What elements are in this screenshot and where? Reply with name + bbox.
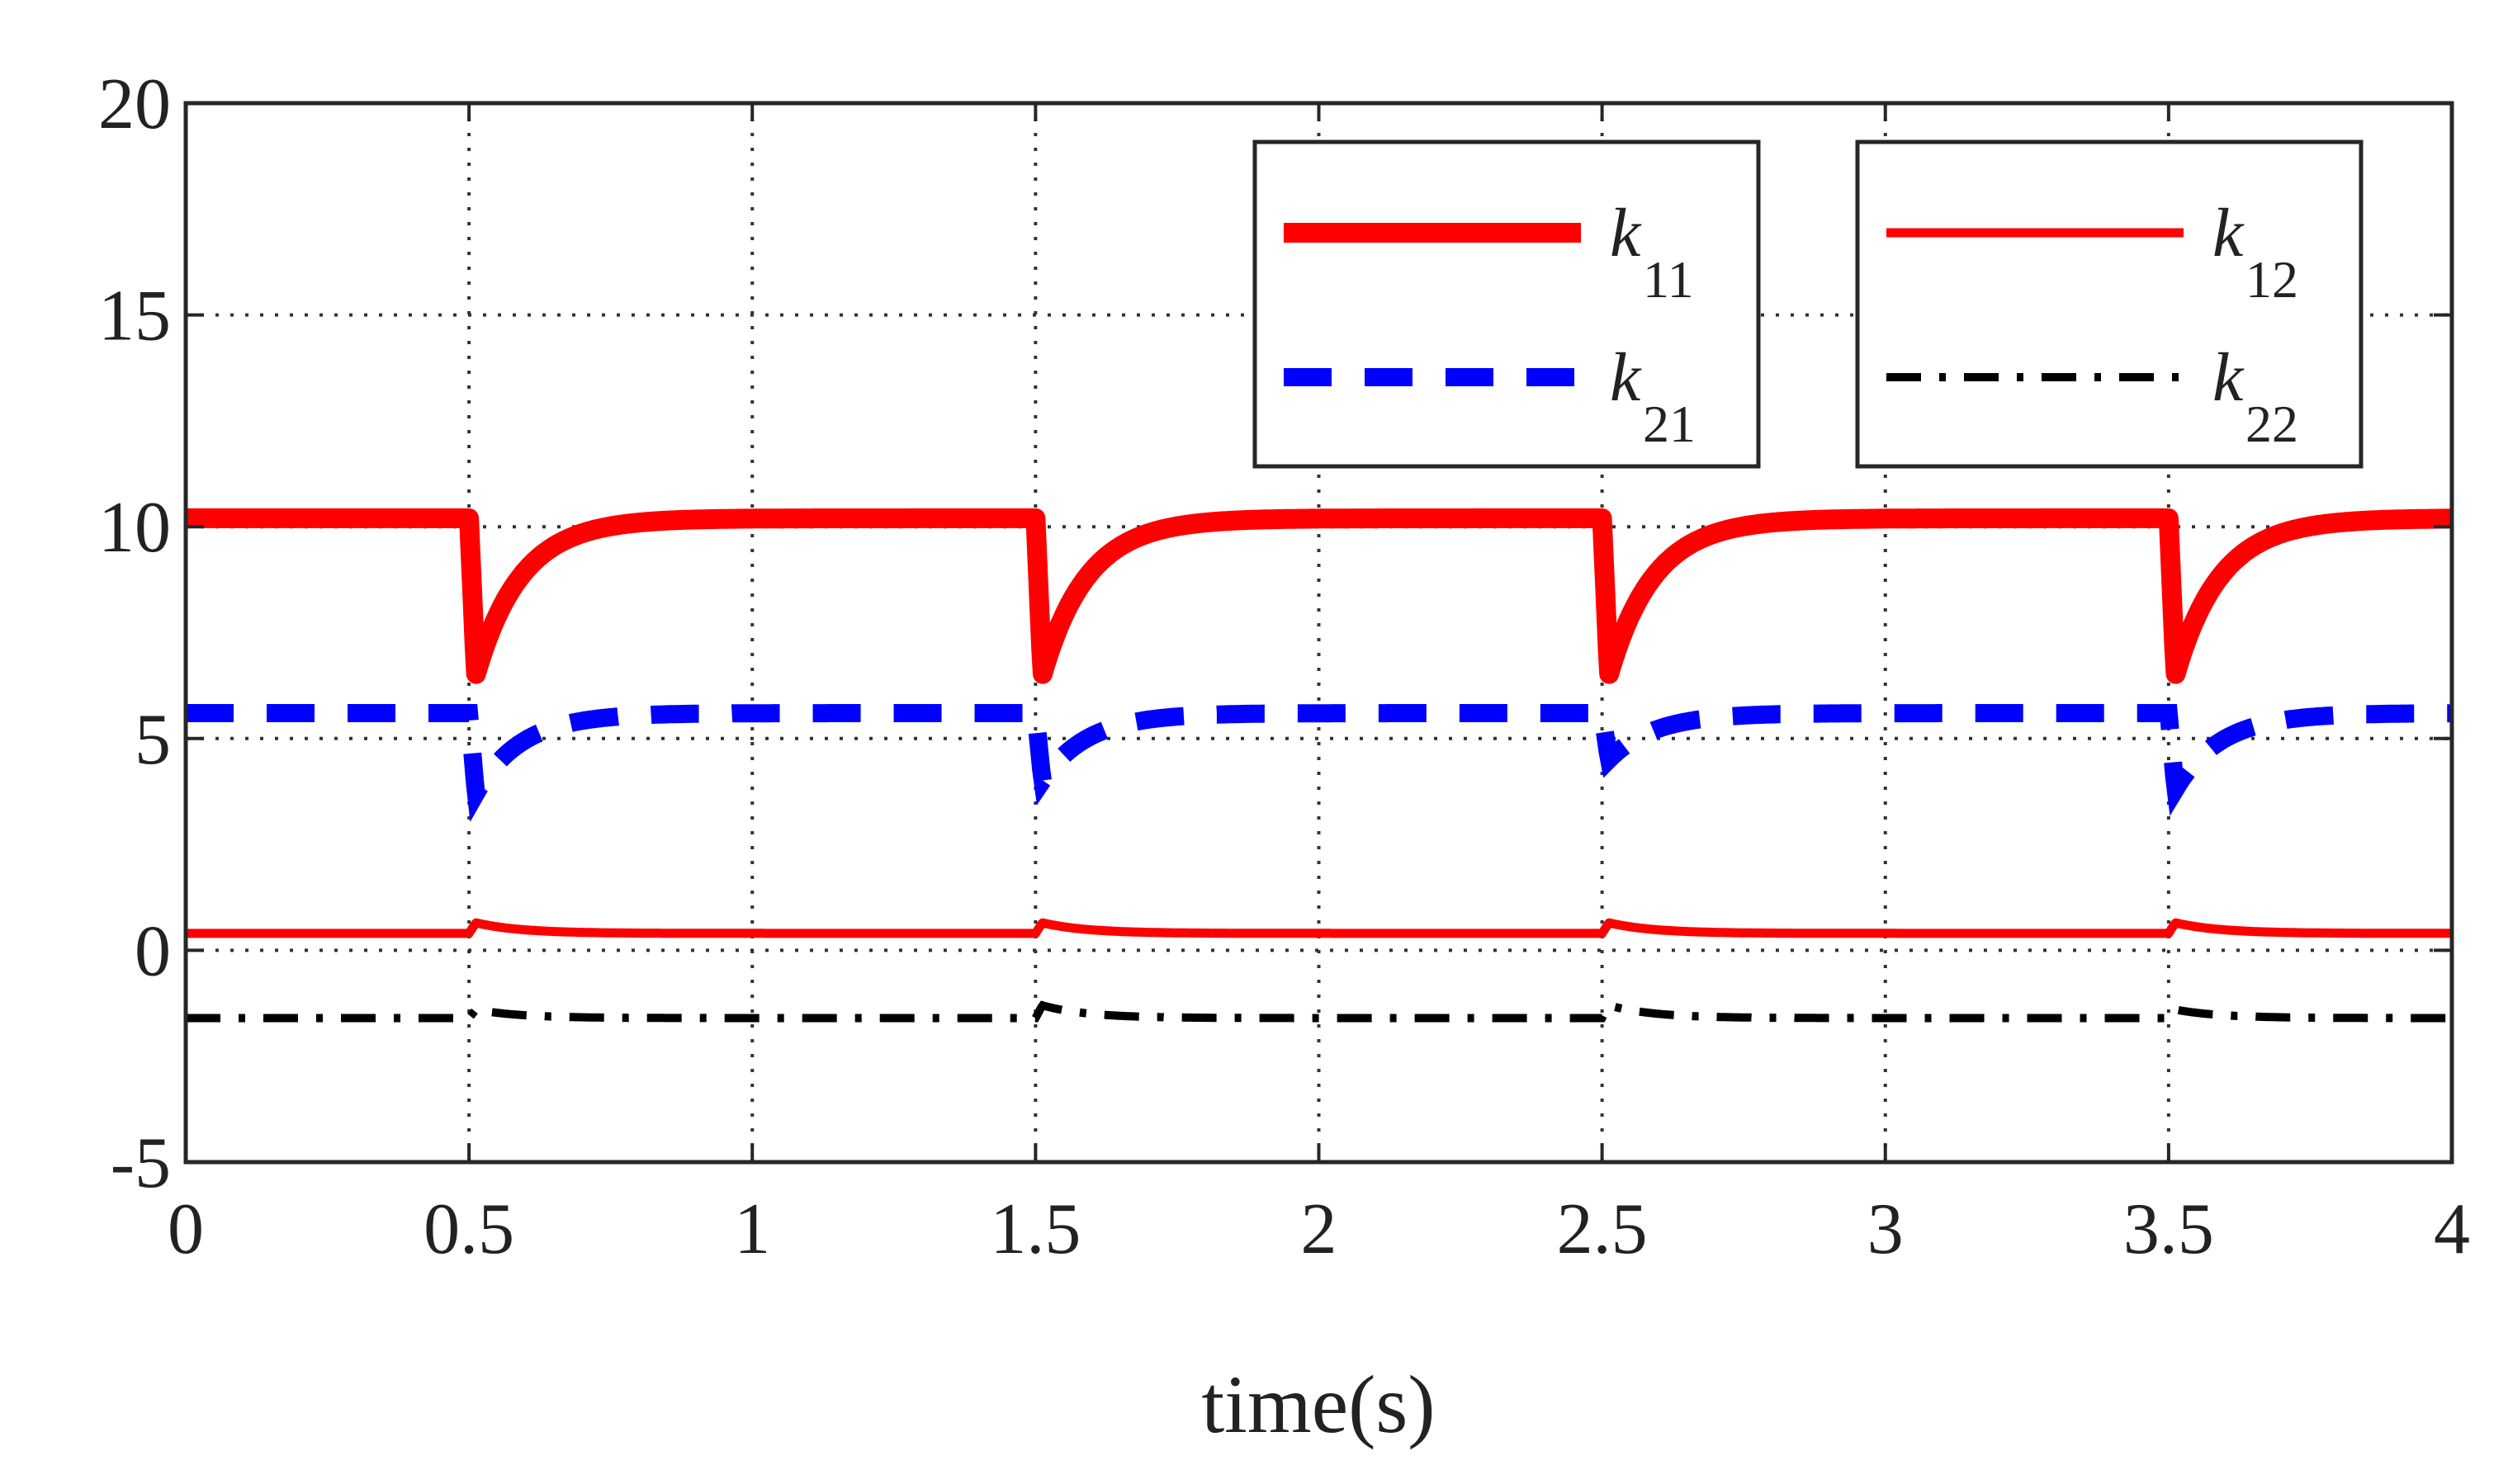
y-tick-label: 0 bbox=[135, 911, 171, 991]
series-line-k21 bbox=[186, 704, 2452, 822]
y-tick-label: 15 bbox=[98, 276, 171, 357]
series-line-k12 bbox=[182, 918, 2455, 938]
x-tick-label: 1 bbox=[734, 1189, 770, 1269]
y-tick-label: -5 bbox=[111, 1123, 171, 1203]
legend-label-k12: k bbox=[2212, 195, 2245, 272]
y-tick-label: 10 bbox=[98, 488, 171, 568]
legend-subscript-k21: 21 bbox=[1643, 395, 1696, 453]
y-tick-label: 20 bbox=[98, 64, 171, 144]
y-tick-label: 5 bbox=[135, 700, 171, 780]
series-lines bbox=[177, 508, 2461, 1023]
legend-subscript-k11: 11 bbox=[1643, 250, 1694, 309]
series-line-k11 bbox=[177, 508, 2461, 684]
legend-subscript-k12: 12 bbox=[2245, 250, 2298, 309]
legend-label-k22: k bbox=[2212, 339, 2245, 416]
x-tick-label: 0.5 bbox=[424, 1189, 514, 1269]
legend-label-k11: k bbox=[1610, 195, 1642, 272]
x-tick-label: 3.5 bbox=[2123, 1189, 2214, 1269]
legend-box-top-right bbox=[1855, 139, 2364, 469]
legend-label-k21: k bbox=[1610, 339, 1642, 416]
x-tick-label: 0 bbox=[168, 1189, 204, 1269]
x-tick-label: 2.5 bbox=[1557, 1189, 1648, 1269]
legend-subscript-k22: 22 bbox=[2245, 395, 2298, 453]
x-tick-label: 3 bbox=[1867, 1189, 1904, 1269]
legend-box-top-center bbox=[1252, 139, 1761, 469]
x-tick-label: 2 bbox=[1301, 1189, 1337, 1269]
x-axis-title: time(s) bbox=[1201, 1359, 1435, 1450]
x-tick-label: 1.5 bbox=[990, 1189, 1081, 1269]
series-line-k22 bbox=[186, 1000, 2452, 1023]
x-tick-label: 4 bbox=[2434, 1189, 2470, 1269]
